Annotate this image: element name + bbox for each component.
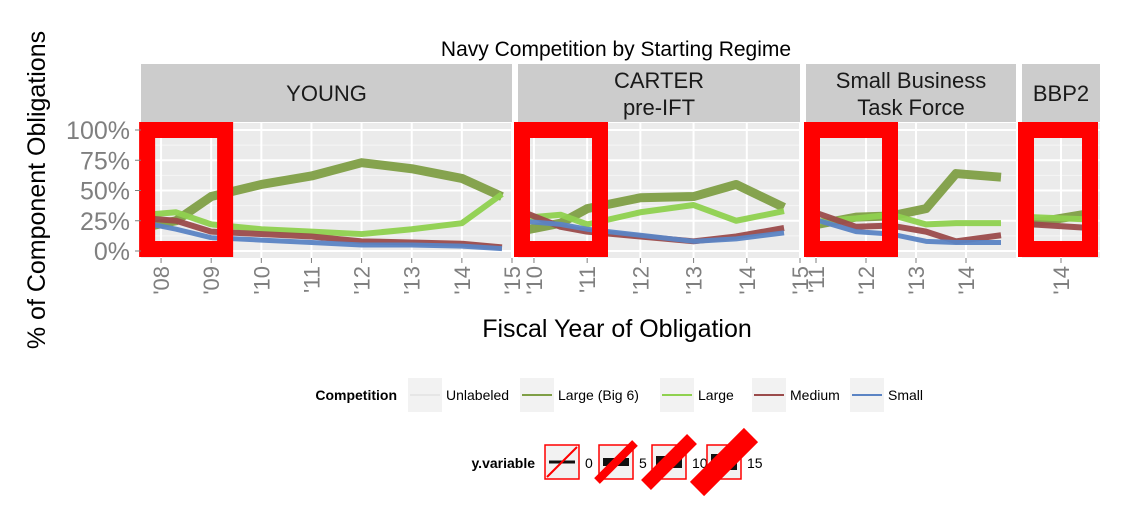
x-tick-label: '13	[682, 266, 707, 295]
x-tick-label: '13	[400, 266, 425, 295]
panel-strip	[1022, 64, 1100, 122]
x-tick-label: '11	[804, 266, 829, 293]
strip-label: BBP2	[1033, 81, 1089, 106]
legend-title-yvariable: y.variable	[471, 455, 535, 471]
panel-bbp2: BBP2 '14	[1018, 64, 1100, 295]
series-line-small	[810, 215, 1001, 246]
y-tick-label: 50%	[80, 178, 130, 206]
legend-label-5: 5	[639, 455, 647, 471]
strip-label: Task Force	[857, 95, 965, 120]
y-tick-label: 100%	[66, 117, 130, 145]
strip-label: CARTER	[614, 68, 704, 93]
legend-label-15: 15	[747, 455, 763, 471]
strip-label: pre-IFT	[623, 95, 695, 120]
x-axis-title: Fiscal Year of Obligation	[482, 315, 752, 343]
series-line-large	[145, 191, 504, 238]
series-line-large	[810, 211, 1001, 228]
x-tick-label: '13	[904, 266, 929, 295]
x-tick-label: '12	[854, 266, 879, 295]
series-line-medium	[1031, 221, 1091, 232]
x-tick-label: '15	[788, 266, 813, 295]
panel-young: YOUNG '08 '09 '10 '11 '12 '13 '14 '15	[139, 64, 525, 295]
y-axis-title: % of Component Obligations	[23, 31, 51, 349]
x-tick-label: '12	[350, 266, 375, 295]
legend-label-unlabeled: Unlabeled	[446, 387, 509, 403]
x-tick-label: '11	[575, 266, 600, 293]
highlight-box	[514, 122, 608, 257]
series-line-small	[517, 218, 785, 244]
highlight-box	[804, 122, 898, 257]
series-line-large	[517, 202, 785, 228]
legend-key-slash	[641, 434, 697, 490]
x-tick-label: '12	[628, 266, 653, 295]
legend-key-slash	[689, 427, 759, 497]
x-tick-label: '14	[450, 266, 475, 295]
legend-label-0: 0	[585, 455, 593, 471]
panels: YOUNG'08'09'10'11'12'13'14'15CARTERpre-I…	[139, 64, 1100, 295]
y-axis-ticks: 0%25%50% 75%100%	[66, 117, 141, 266]
x-tick-label: '10	[522, 266, 547, 295]
legend-label-large: Large	[698, 387, 734, 403]
y-tick-label: 0%	[94, 238, 130, 266]
y-tick-label: 75%	[80, 147, 130, 175]
legend-label-10: 10	[692, 455, 708, 471]
series-line-small	[145, 220, 503, 252]
x-tick-label: '14	[954, 266, 979, 295]
legend-label-medium: Medium	[790, 387, 840, 403]
x-tick-label: '11	[299, 266, 324, 293]
x-tick-label: '15	[500, 266, 525, 295]
y-tick-label: 25%	[80, 208, 130, 236]
panel-strip	[141, 64, 512, 122]
x-tick-label: '14	[735, 266, 760, 295]
highlight-box	[139, 122, 234, 257]
strip-label: Small Business	[836, 68, 986, 93]
legend-key-slash	[546, 446, 578, 478]
x-tick-label: '09	[199, 266, 224, 295]
strip-label: YOUNG	[286, 81, 367, 106]
highlight-box	[1018, 122, 1098, 257]
legend-label-small: Small	[888, 387, 923, 403]
x-tick-label: '14	[1049, 266, 1074, 295]
x-tick-label: '10	[249, 266, 274, 295]
series-line-large-big-6	[145, 158, 504, 232]
legend-key-slash	[594, 440, 638, 484]
series-line-large	[1031, 214, 1091, 223]
legend: Competition Unlabeled Large (Big 6) Large Me…	[315, 378, 923, 497]
panel-strip	[806, 64, 1016, 122]
x-tick-label: '08	[149, 266, 174, 295]
legend-title-competition: Competition	[315, 387, 397, 403]
chart-title: Navy Competition by Starting Regime	[441, 38, 791, 61]
panel-strip	[518, 64, 800, 122]
legend-label-large-big-6: Large (Big 6)	[558, 387, 639, 403]
